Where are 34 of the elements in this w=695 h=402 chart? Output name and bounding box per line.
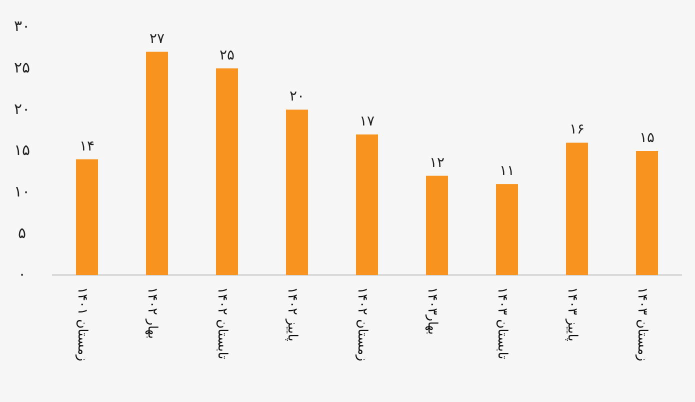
x-tick-label: تابستان ۱۴۰۳ — [494, 287, 510, 360]
x-tick-label: زمستان ۱۴۰۳ — [634, 287, 650, 362]
y-tick-label: ۲۰ — [14, 100, 30, 118]
y-tick-label: ۳۰ — [14, 17, 30, 36]
y-tick-label: ۵ — [18, 224, 26, 242]
y-tick-label: ۰ — [18, 265, 26, 284]
x-tick-label: بهار ۱۴۰۲ — [144, 287, 160, 339]
data-label: ۱۴ — [79, 138, 95, 154]
bar — [76, 159, 98, 275]
y-tick-label: ۱۵ — [14, 141, 30, 160]
x-tick-label: تابستان ۱۴۰۲ — [214, 287, 230, 360]
data-label: ۱۷ — [359, 113, 375, 130]
bar — [216, 68, 238, 275]
bar — [566, 142, 588, 275]
data-label: ۱۵ — [639, 130, 655, 146]
bar — [286, 110, 308, 275]
bar — [146, 52, 168, 275]
y-tick-label: ۲۵ — [14, 58, 30, 76]
y-tick-label: ۱۰ — [14, 182, 30, 200]
x-tick-label: زمستان ۱۴۰۱ — [74, 287, 90, 362]
x-tick-label: زمستان ۱۴۰۲ — [354, 287, 370, 362]
x-tick-label: پاییز ۱۴۰۲ — [284, 287, 300, 342]
bar — [636, 151, 658, 275]
data-label: ۱۶ — [569, 122, 585, 138]
data-label: ۱۱ — [499, 163, 515, 180]
x-tick-label: پاییز ۱۴۰۳ — [564, 287, 580, 342]
bar — [496, 184, 518, 275]
x-tick-label: بهار۱۴۰۳ — [424, 287, 440, 335]
bar — [426, 176, 448, 275]
data-label: ۲۰ — [289, 88, 305, 105]
data-label: ۲۵ — [219, 47, 235, 64]
data-label: ۲۷ — [149, 30, 165, 47]
data-label: ۱۲ — [429, 154, 445, 171]
bar — [356, 134, 378, 275]
